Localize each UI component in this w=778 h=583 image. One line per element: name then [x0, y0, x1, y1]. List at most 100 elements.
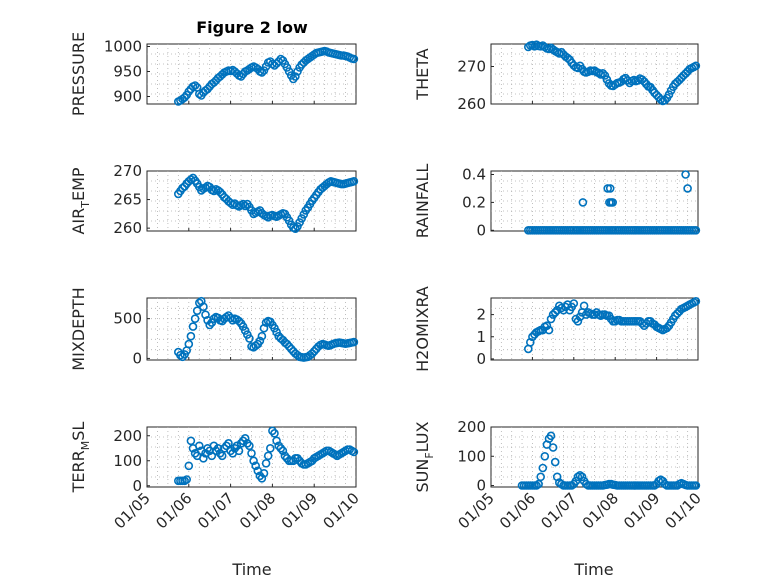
data-point — [213, 443, 223, 453]
x-tick-label: 01/09 — [278, 489, 321, 532]
y-tick-label: 265 — [113, 191, 142, 209]
data-point — [176, 350, 185, 360]
data-point — [550, 308, 560, 317]
y-tick-label: 100 — [457, 447, 486, 465]
data-point — [184, 461, 194, 471]
data-point — [349, 447, 359, 457]
data-point — [209, 78, 219, 87]
data-point — [251, 341, 260, 351]
grid-rainfall — [491, 171, 698, 231]
y-tick-label: 0 — [476, 350, 486, 368]
data-point — [603, 184, 613, 193]
data-point — [578, 198, 588, 207]
data-point — [270, 428, 279, 438]
data-point — [199, 302, 208, 312]
y-tick-label: 260 — [113, 219, 142, 237]
data-point — [186, 436, 196, 446]
x-tick-label: 01/10 — [662, 489, 705, 532]
data-point — [199, 453, 208, 463]
subplot-rainfall: 0 0.2 0.4 RAINFALL — [413, 164, 701, 239]
data-point — [178, 183, 187, 193]
subplot-pressure: 900 950 1000 PRESSURE — [69, 32, 359, 116]
y-tick-label: 200 — [457, 418, 486, 436]
data-point — [217, 451, 227, 461]
x-tick-label: 01/06 — [152, 489, 195, 532]
data-point — [251, 461, 260, 471]
data-point — [186, 175, 196, 184]
y-tick-label: 0 — [132, 477, 142, 495]
data-point — [691, 296, 701, 306]
y-axis-label-h2omixra: H2OMIXRA — [413, 286, 432, 372]
data-point — [188, 322, 198, 331]
data-point — [349, 337, 359, 347]
data-point — [257, 68, 267, 77]
y-axis-label-sun_flux: SUNFLUX — [413, 421, 436, 492]
y-tick-label: 260 — [457, 95, 486, 113]
data-point — [563, 53, 572, 63]
y-tick-label: 2 — [476, 306, 486, 324]
x-tick-label: 01/06 — [496, 489, 539, 532]
data-point — [195, 441, 204, 451]
data-point — [209, 441, 219, 451]
y-tick-label: 100 — [113, 452, 142, 470]
x-axis-label-left: Time — [231, 560, 271, 579]
data-point — [190, 314, 200, 324]
data-point — [691, 481, 701, 490]
series-terr_msl — [174, 426, 359, 486]
data-point — [245, 334, 254, 343]
x-tick-label: 01/07 — [194, 489, 237, 532]
series-h2omixra — [523, 296, 701, 354]
data-point — [234, 446, 244, 456]
y-axis-label-pressure: PRESSURE — [69, 32, 88, 116]
y-tick-label: 200 — [113, 427, 142, 445]
series-pressure — [174, 46, 359, 106]
y-axis-label-theta: THETA — [413, 48, 432, 100]
data-point — [265, 443, 275, 453]
data-point — [255, 336, 265, 346]
data-point — [286, 344, 296, 354]
y-axis-label-air_temp: AIRTEMP — [69, 167, 92, 234]
data-point — [240, 201, 250, 211]
data-point — [215, 187, 225, 197]
subplot-theta: 260 270 THETA — [413, 40, 701, 113]
series-theta — [523, 40, 701, 106]
data-point — [257, 473, 267, 483]
data-point — [571, 314, 581, 324]
x-tick-label: 01/07 — [537, 489, 580, 532]
data-point — [573, 316, 583, 326]
data-point — [536, 472, 546, 482]
data-point — [538, 463, 548, 473]
y-tick-label: 0 — [476, 477, 486, 495]
data-point — [569, 299, 579, 308]
data-point — [577, 472, 587, 482]
data-point — [224, 438, 233, 448]
x-tick-label: 01/05 — [111, 489, 154, 532]
data-point — [207, 451, 217, 461]
figure-title: Figure 2 low — [196, 18, 308, 37]
data-point — [282, 339, 292, 349]
data-point — [184, 339, 194, 349]
data-point — [550, 457, 560, 467]
data-point — [600, 71, 610, 80]
x-tick-label: 01/08 — [236, 489, 279, 532]
data-point — [309, 346, 319, 356]
series-mixdepth — [174, 296, 359, 362]
y-tick-label: 270 — [457, 58, 486, 76]
y-axis-label-terr_msl: TERRMSL — [69, 422, 92, 494]
data-point — [546, 431, 556, 441]
data-point — [579, 301, 589, 311]
data-point — [691, 61, 701, 71]
y-tick-label: 950 — [113, 63, 142, 81]
data-point — [278, 446, 288, 456]
data-point — [546, 314, 556, 324]
data-point — [349, 54, 359, 64]
x-tick-label: 01/08 — [579, 489, 622, 532]
data-point — [681, 170, 690, 179]
data-point — [598, 69, 608, 78]
x-tick-label: 01/09 — [620, 489, 663, 532]
data-point — [534, 479, 543, 489]
